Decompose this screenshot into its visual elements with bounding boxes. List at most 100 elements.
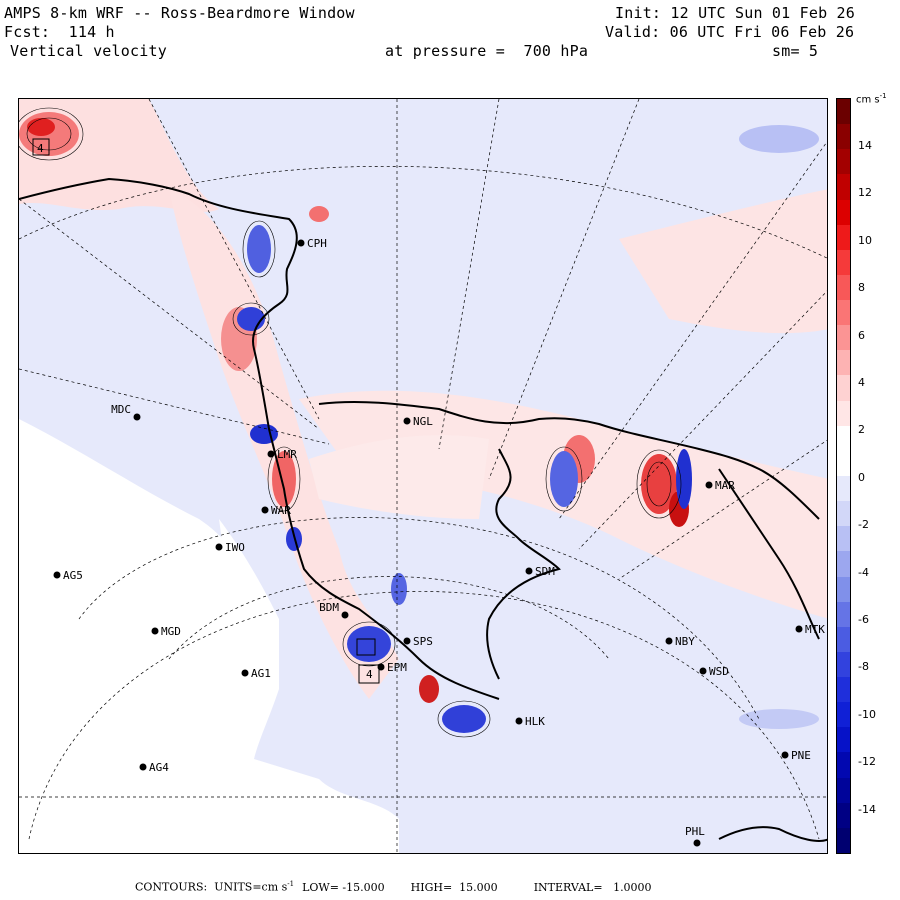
colorbar-segment: [837, 677, 850, 703]
init-time: Init: 12 UTC Sun 01 Feb 26: [615, 4, 855, 22]
box-label-a: 4: [37, 142, 44, 155]
red-cell-core: [27, 118, 55, 136]
station-marker-ngl: [403, 417, 411, 425]
colorbar-segment: [837, 350, 850, 376]
station-label-wsd: WSD: [709, 665, 729, 678]
colorbar-segment: [837, 551, 850, 578]
colorbar-segment: [837, 124, 850, 150]
colorbar-segment: [837, 802, 850, 829]
station-label-ag4: AG4: [149, 761, 169, 774]
station-label-pne: PNE: [791, 749, 811, 762]
station-label-nby: NBY: [675, 635, 695, 648]
model-title: AMPS 8-km WRF -- Ross-Beardmore Window: [4, 4, 355, 22]
blue-cell: [347, 626, 391, 662]
station-marker-wsd: [699, 667, 707, 675]
valid-time: Valid: 06 UTC Fri 06 Feb 26: [605, 23, 855, 41]
colorbar-units: cm s-1: [856, 92, 887, 105]
station-marker-ag1: [241, 669, 249, 677]
colorbar-segment: [837, 249, 850, 276]
colorbar-tick-label: -12: [858, 755, 876, 769]
station-marker-bdm: [341, 611, 349, 619]
colorbar-segment: [837, 99, 850, 125]
station-marker-pne: [781, 751, 789, 759]
colorbar-segment: [837, 300, 850, 326]
box-label-b: 4: [366, 668, 373, 681]
colorbar-segment: [837, 450, 850, 477]
colorbar-tick-label: 6: [858, 328, 865, 342]
smoothing: sm= 5: [772, 42, 819, 60]
colorbar-tick-label: 4: [858, 376, 865, 389]
colorbar-tick-label: -4: [858, 565, 869, 579]
station-label-mar: MAR: [715, 479, 735, 492]
box-marker: [356, 638, 376, 656]
map-canvas: 4 4 CPH MDC NGL LMR WAR IWO AG5 SDM BDM MGD SPS EPM…: [19, 99, 827, 853]
colorbar-segment: [837, 224, 850, 251]
stations: CPH MDC NGL LMR WAR IWO AG5 SDM BDM MGD SPS EPM AG1 N…: [53, 237, 825, 847]
station-label-epm: EPM: [387, 661, 407, 674]
contour-units-exp: -1: [287, 880, 295, 888]
upward-region-ne: [619, 189, 827, 334]
colorbar-tick-label: 2: [858, 423, 865, 437]
station-label-sdm: SDM: [535, 565, 555, 578]
forecast-hours: Fcst: 114 h: [4, 23, 115, 41]
contours: [19, 107, 682, 738]
colorbar-segment: [837, 526, 850, 552]
colorbar-segment: [837, 702, 850, 728]
station-marker-war: [261, 506, 269, 514]
station-marker-mgd: [151, 627, 159, 635]
colorbar-tick-label: 14: [858, 139, 872, 152]
colorbar-segment: [837, 576, 850, 603]
station-marker-ag5: [53, 571, 61, 579]
station-label-bdm: BDM: [319, 601, 339, 614]
colorbar-segment: [837, 827, 850, 854]
colorbar-segment: [837, 501, 850, 527]
station-label-iwo: IWO: [225, 541, 245, 554]
station-label-ag1: AG1: [251, 667, 271, 680]
station-label-sps: SPS: [413, 635, 433, 648]
station-marker-mtk: [795, 625, 803, 633]
station-label-hlk: HLK: [525, 715, 545, 728]
field-name: Vertical velocity: [10, 42, 167, 60]
station-label-war: WAR: [271, 504, 291, 517]
coastline: [19, 177, 827, 842]
colorbar-segment: [837, 174, 850, 201]
fcst-label: Fcst:: [4, 23, 51, 41]
box-marker: [358, 664, 380, 684]
colorbar-tick-label: 10: [858, 233, 872, 247]
contour-info: CONTOURS: UNITS=cm s-1 LOW= -15.000 HIGH= …: [135, 880, 652, 894]
station-marker-sps: [403, 637, 411, 645]
blue-cell: [391, 573, 407, 605]
contour-low: LOW= -15.000: [302, 880, 385, 894]
colorbar-segment: [837, 425, 850, 452]
station-label-mgd: MGD: [161, 625, 181, 638]
colorbar-tick-label: -2: [858, 518, 869, 532]
colorbar-tick-label: 8: [858, 281, 865, 295]
blue-cell: [247, 225, 271, 273]
colorbar-tick-label: 12: [858, 186, 872, 200]
contour-units: CONTOURS: UNITS=cm s: [135, 880, 288, 894]
station-marker-iwo: [215, 543, 223, 551]
station-label-lmr: LMR: [277, 448, 297, 461]
station-marker-hlk: [515, 717, 523, 725]
lat-lon-grid: [19, 99, 827, 853]
blue-cell: [442, 705, 486, 733]
station-label-mtk: MTK: [805, 623, 825, 636]
colorbar-segment: [837, 651, 850, 678]
station-marker-phl: [693, 839, 701, 847]
masked-region-south: [219, 519, 399, 853]
colorbar-segment: [837, 777, 850, 804]
colorbar-segment: [837, 626, 850, 653]
red-cell: [419, 675, 439, 703]
colorbar-segment: [837, 601, 850, 628]
red-cell: [309, 206, 329, 222]
fcst-value: 114 h: [68, 23, 115, 41]
colorbar-segment: [837, 752, 850, 779]
contour-high: HIGH= 15.000: [410, 880, 498, 894]
colorbar-segment: [837, 274, 850, 301]
colorbar-tick-label: -8: [858, 660, 869, 674]
station-label-phl: PHL: [685, 825, 705, 838]
colorbar-segment: [837, 325, 850, 351]
contour-interval: INTERVAL= 1.0000: [533, 880, 652, 894]
colorbar-tick-label: 0: [858, 470, 865, 484]
blue-cell: [550, 451, 578, 507]
